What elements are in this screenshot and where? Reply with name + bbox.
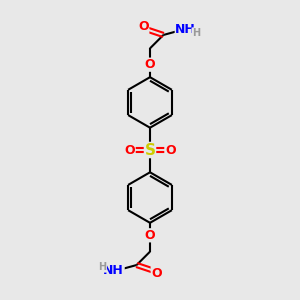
Text: NH: NH [175,22,196,35]
Text: O: O [145,58,155,71]
Text: O: O [138,20,149,34]
Text: S: S [145,142,155,158]
Text: H: H [98,262,106,272]
Text: O: O [151,266,162,280]
Text: O: O [145,229,155,242]
Text: H: H [192,28,200,38]
Text: NH: NH [103,265,124,278]
Text: O: O [165,143,175,157]
Text: O: O [124,143,135,157]
